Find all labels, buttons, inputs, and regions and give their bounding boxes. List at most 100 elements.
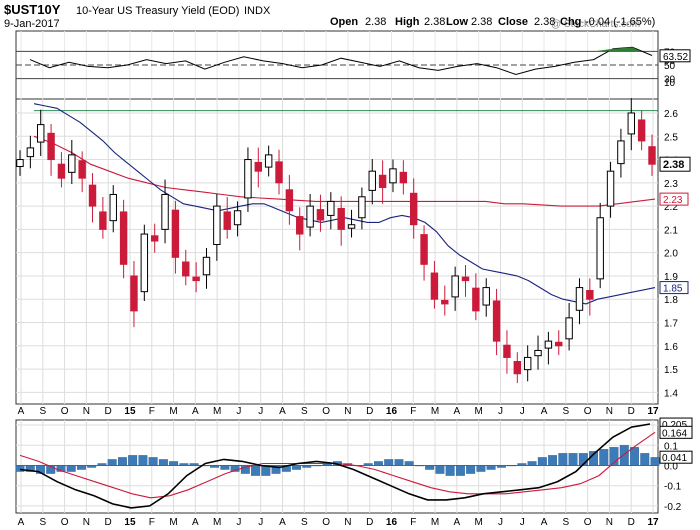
price-x-tick-label: M <box>474 406 482 417</box>
candlestick <box>368 159 376 205</box>
price-y-tick-label: 2.0 <box>664 249 678 260</box>
price-x-tick-label: J <box>520 406 525 417</box>
macd-histogram-bar <box>486 465 496 470</box>
macd-histogram-bar <box>527 461 537 466</box>
candlestick <box>275 149 283 195</box>
macd-x-tick-label: M <box>213 517 221 528</box>
close-label: Close <box>498 16 528 28</box>
macd-x-tick-label: O <box>61 517 69 528</box>
price-x-tick-label: N <box>606 406 613 417</box>
candlestick <box>37 109 45 157</box>
candlestick <box>140 224 149 301</box>
macd-panel <box>15 419 659 514</box>
candlestick <box>57 152 66 188</box>
macd-x-tick-label: D <box>105 517 112 528</box>
candle-body <box>47 132 55 161</box>
candle-body <box>109 193 117 222</box>
macd-histogram-bar <box>128 455 138 466</box>
macd-x-tick-label: A <box>18 517 25 528</box>
candlestick <box>47 124 55 176</box>
macd-value-box <box>659 425 693 439</box>
grid-lines <box>16 31 658 513</box>
macd-line <box>19 423 651 509</box>
low-label: Low <box>446 16 468 28</box>
candle-body <box>368 170 376 191</box>
macd-x-tick-label: J <box>258 517 263 528</box>
candlestick <box>420 225 428 281</box>
high-label: High <box>395 16 420 28</box>
price-x-tick-label: A <box>541 406 548 417</box>
candle-body <box>461 276 470 282</box>
candle-body <box>472 287 480 312</box>
candle-body <box>88 184 97 207</box>
candle-body <box>16 159 24 168</box>
macd-x-tick-label: 15 <box>124 517 136 528</box>
macd-histogram-bar <box>435 465 445 474</box>
macd-histogram-bar <box>25 465 35 472</box>
price-panel <box>15 98 659 405</box>
price-x-tick-label: M <box>431 406 439 417</box>
price-x-tick-label: S <box>562 406 569 417</box>
macd-histogram-bar <box>179 463 189 466</box>
candlestick <box>171 200 180 274</box>
price-value-label: 2.38 <box>663 159 684 171</box>
rsi-value-label: 63.52 <box>663 52 688 63</box>
macd-series <box>15 423 660 509</box>
macd-y-tick-label: 0.0 <box>664 461 678 472</box>
candlestick <box>223 197 231 239</box>
candle-body <box>119 211 128 265</box>
candle-body <box>327 200 335 216</box>
price-x-tick-label: O <box>322 406 330 417</box>
open-label: Open <box>330 16 358 28</box>
rsi-line <box>29 46 653 76</box>
macd-histogram-bar <box>251 465 261 476</box>
security-name: 10-Year US Treasury Yield (EOD) <box>76 5 239 17</box>
candle-body <box>78 160 86 179</box>
candlestick <box>233 201 242 237</box>
candle-body <box>202 256 211 276</box>
price-x-tick-label: O <box>61 406 69 417</box>
macd-x-tick-label: A <box>279 517 286 528</box>
candle-body <box>140 233 149 293</box>
macd-histogram-bar <box>507 465 517 467</box>
candlestick <box>150 223 159 253</box>
price-y-tick-label: 1.5 <box>664 365 678 376</box>
macd-histogram-bar <box>240 465 250 474</box>
candle-body <box>627 112 635 135</box>
candle-body <box>161 193 169 230</box>
macd-x-tick-label: F <box>149 517 155 528</box>
candlestick <box>565 302 573 351</box>
candlestick <box>575 278 584 325</box>
candlestick <box>316 194 325 232</box>
macd-x-tick-label: 16 <box>386 517 398 528</box>
candlestick <box>586 278 594 316</box>
price-y-tick-label: 2.5 <box>664 132 678 143</box>
candle-body <box>596 217 604 280</box>
macd-histogram-bar <box>609 447 619 466</box>
candlestick <box>16 150 24 176</box>
candlestick <box>347 209 356 238</box>
candlestick <box>213 193 221 261</box>
macd-histogram-bar <box>394 459 404 466</box>
macd-histogram-bar <box>302 465 312 468</box>
candle-body <box>337 207 345 230</box>
price-x-tick-label: S <box>301 406 308 417</box>
candle-body <box>182 261 190 277</box>
macd-x-tick-label: J <box>498 517 503 528</box>
candle-body <box>171 209 180 258</box>
price-x-tick-label: A <box>192 406 199 417</box>
price-x-tick-label: A <box>454 406 461 417</box>
macd-histogram-bar <box>148 457 158 466</box>
candle-body <box>223 211 231 230</box>
candle-body <box>296 216 304 235</box>
candle-body <box>503 344 511 358</box>
price-series <box>16 98 658 384</box>
price-y-tick-label: 1.9 <box>664 272 678 283</box>
macd-histogram-bar <box>56 465 66 472</box>
candle-body <box>451 275 459 298</box>
macd-histogram-bar <box>210 465 220 468</box>
candle-body <box>244 159 252 199</box>
candle-body <box>648 146 656 165</box>
candlestick <box>88 173 97 223</box>
candlestick <box>202 248 211 289</box>
